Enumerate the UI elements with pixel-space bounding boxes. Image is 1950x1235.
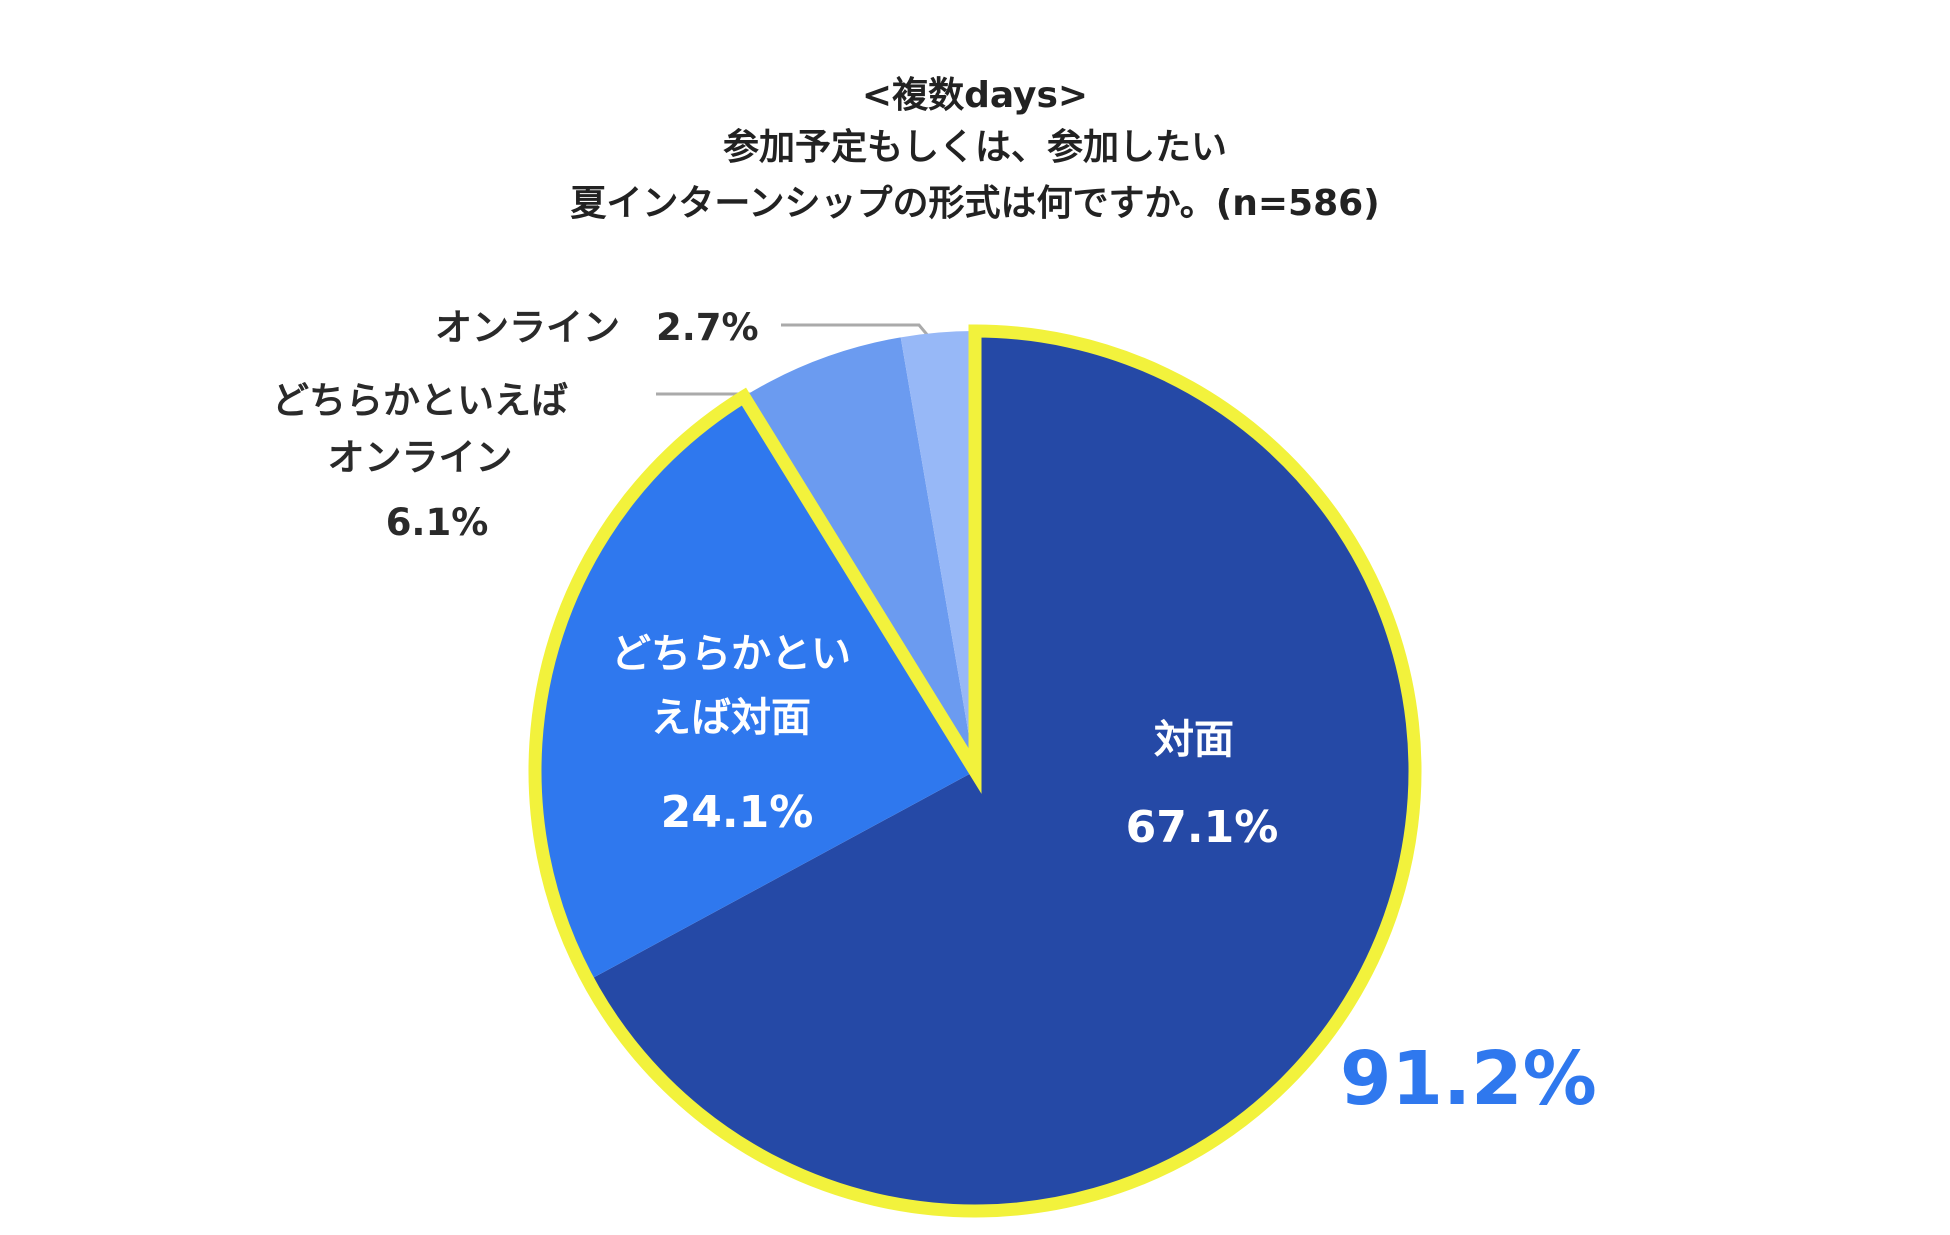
slice-label: オンライン — [435, 306, 620, 349]
slice-value: 2.7% — [656, 306, 759, 349]
pie-slice — [535, 396, 975, 981]
slice-label: どちらかといえばオンライン — [272, 379, 568, 480]
slice-value: 6.1% — [385, 501, 489, 544]
slice-value: 67.1% — [1125, 802, 1279, 853]
slice-value: 24.1% — [660, 787, 814, 838]
pie-slice — [588, 331, 1415, 1212]
pie-slice — [900, 331, 975, 771]
chart-title: 参加予定もしくは、参加したい — [722, 127, 1227, 168]
chart-title: 夏インターンシップの形式は何ですか。(n=586) — [570, 183, 1380, 224]
slice-label: 対面 — [1154, 717, 1234, 763]
highlight-outline — [528, 324, 1422, 1218]
annotation: 91.2% — [1340, 1036, 1597, 1122]
slice-label: どちらかといえば対面 — [611, 631, 851, 741]
pie-slice — [743, 337, 975, 771]
chart-title: <複数days> — [861, 75, 1089, 116]
